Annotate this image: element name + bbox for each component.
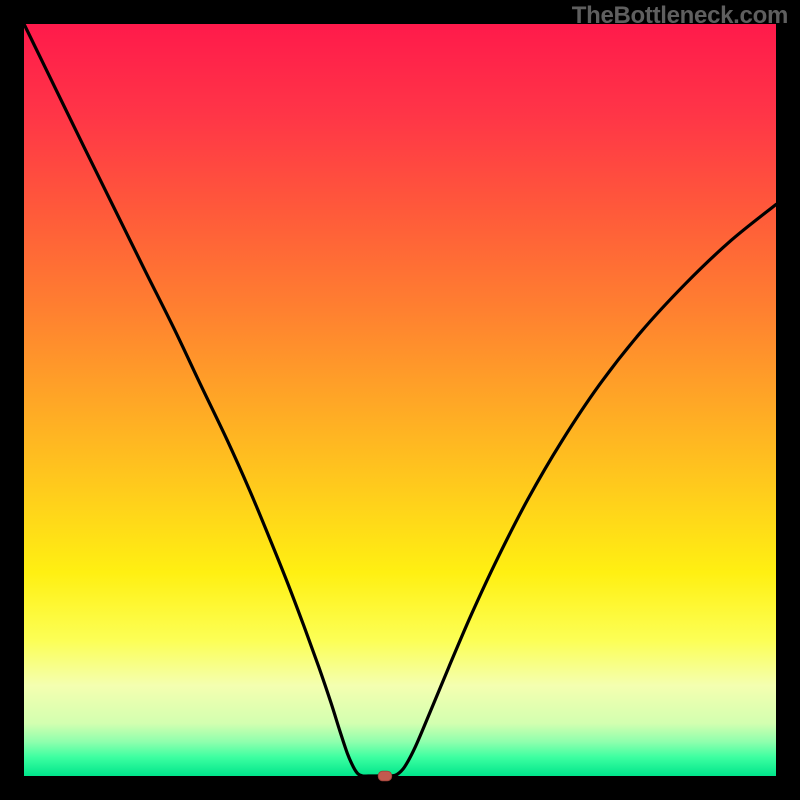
plot-svg <box>0 0 800 800</box>
watermark-text: TheBottleneck.com <box>572 2 788 29</box>
plot-area <box>24 24 776 776</box>
min-marker <box>378 771 392 781</box>
watermark: TheBottleneck.com <box>572 2 788 30</box>
stage: TheBottleneck.com <box>0 0 800 800</box>
